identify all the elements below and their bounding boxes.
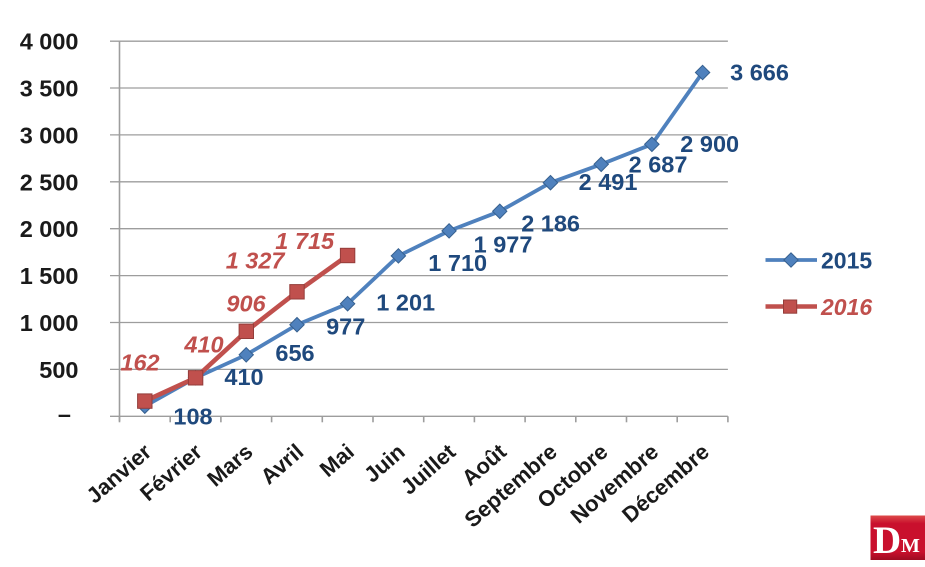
svg-text:1 000: 1 000 — [20, 310, 79, 336]
svg-text:2015: 2015 — [821, 248, 872, 274]
svg-text:4 000: 4 000 — [20, 29, 79, 55]
svg-text:500: 500 — [39, 357, 78, 383]
svg-text:906: 906 — [226, 291, 266, 317]
svg-text:2 687: 2 687 — [629, 151, 688, 177]
svg-text:–: – — [58, 401, 71, 427]
svg-text:2 000: 2 000 — [20, 216, 79, 242]
svg-text:3 000: 3 000 — [20, 122, 79, 148]
svg-text:2 900: 2 900 — [680, 131, 739, 157]
svg-text:D: D — [873, 519, 901, 562]
svg-text:410: 410 — [224, 364, 263, 390]
svg-text:162: 162 — [120, 350, 159, 376]
svg-text:410: 410 — [183, 332, 223, 358]
svg-text:1 715: 1 715 — [275, 228, 335, 254]
svg-text:2 500: 2 500 — [20, 169, 79, 195]
svg-text:977: 977 — [326, 314, 365, 340]
svg-text:656: 656 — [275, 340, 314, 366]
svg-text:M: M — [901, 535, 920, 557]
svg-text:1 201: 1 201 — [376, 289, 435, 315]
svg-text:1 500: 1 500 — [20, 263, 79, 289]
svg-text:2 186: 2 186 — [521, 210, 580, 236]
svg-text:108: 108 — [173, 404, 212, 430]
svg-text:3 666: 3 666 — [730, 60, 789, 86]
svg-text:3 500: 3 500 — [20, 76, 79, 102]
svg-text:2016: 2016 — [820, 294, 872, 320]
